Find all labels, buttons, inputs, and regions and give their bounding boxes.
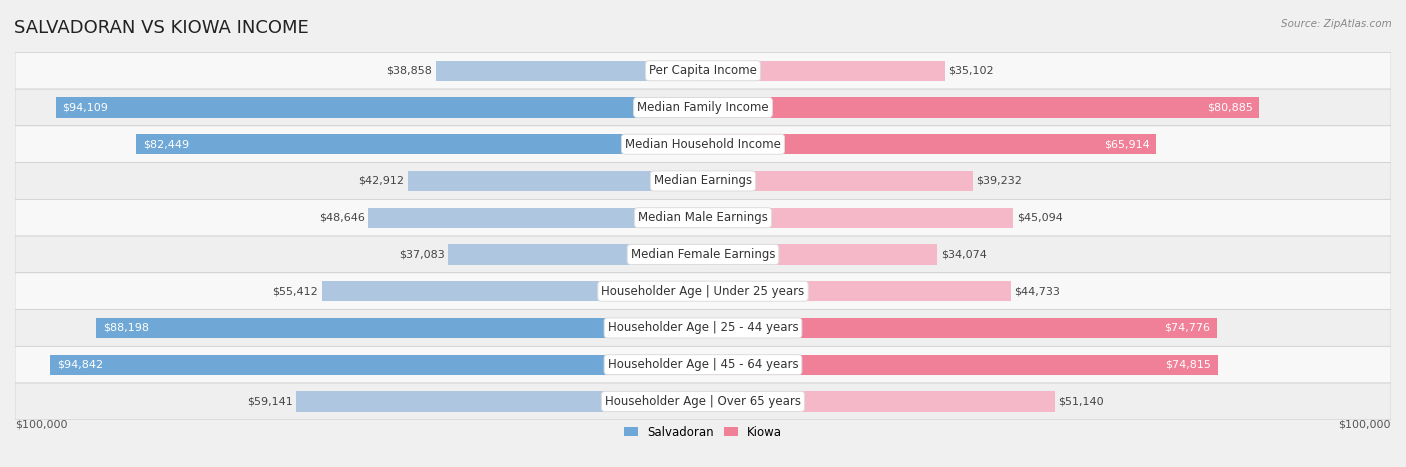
Text: $51,140: $51,140 <box>1059 396 1104 406</box>
Bar <box>703 98 1260 118</box>
Text: $100,000: $100,000 <box>1339 420 1391 430</box>
Text: $44,733: $44,733 <box>1014 286 1060 296</box>
Bar <box>51 354 703 375</box>
Bar <box>55 98 703 118</box>
Text: Per Capita Income: Per Capita Income <box>650 64 756 77</box>
Text: $65,914: $65,914 <box>1104 139 1150 149</box>
Bar <box>703 208 1014 228</box>
Bar <box>436 61 703 81</box>
FancyBboxPatch shape <box>15 310 1391 347</box>
Text: $34,074: $34,074 <box>941 249 987 260</box>
Text: Source: ZipAtlas.com: Source: ZipAtlas.com <box>1281 19 1392 28</box>
Text: $94,109: $94,109 <box>62 102 108 113</box>
Text: Median Family Income: Median Family Income <box>637 101 769 114</box>
FancyBboxPatch shape <box>15 347 1391 383</box>
Bar <box>703 318 1218 338</box>
Text: $37,083: $37,083 <box>399 249 444 260</box>
Text: $39,232: $39,232 <box>976 176 1022 186</box>
Text: SALVADORAN VS KIOWA INCOME: SALVADORAN VS KIOWA INCOME <box>14 19 309 37</box>
Bar <box>297 391 703 411</box>
Text: Median Household Income: Median Household Income <box>626 138 780 151</box>
Text: $48,646: $48,646 <box>319 212 366 223</box>
Text: $74,776: $74,776 <box>1164 323 1211 333</box>
Bar <box>703 354 1218 375</box>
Text: Median Male Earnings: Median Male Earnings <box>638 211 768 224</box>
Text: $45,094: $45,094 <box>1017 212 1063 223</box>
Text: $88,198: $88,198 <box>103 323 149 333</box>
Text: $80,885: $80,885 <box>1206 102 1253 113</box>
Text: Householder Age | 45 - 64 years: Householder Age | 45 - 64 years <box>607 358 799 371</box>
Text: $100,000: $100,000 <box>15 420 67 430</box>
FancyBboxPatch shape <box>15 126 1391 163</box>
Text: $42,912: $42,912 <box>359 176 405 186</box>
Text: Median Female Earnings: Median Female Earnings <box>631 248 775 261</box>
FancyBboxPatch shape <box>15 273 1391 310</box>
Bar <box>703 171 973 191</box>
Bar <box>703 281 1011 301</box>
FancyBboxPatch shape <box>15 236 1391 273</box>
Text: $94,842: $94,842 <box>58 360 104 370</box>
Bar <box>96 318 703 338</box>
Text: $55,412: $55,412 <box>273 286 318 296</box>
Bar <box>703 244 938 264</box>
Bar <box>408 171 703 191</box>
Text: Median Earnings: Median Earnings <box>654 175 752 187</box>
Text: $35,102: $35,102 <box>948 66 994 76</box>
Bar <box>322 281 703 301</box>
Text: Householder Age | 25 - 44 years: Householder Age | 25 - 44 years <box>607 321 799 334</box>
Text: $74,815: $74,815 <box>1166 360 1211 370</box>
Text: Householder Age | Over 65 years: Householder Age | Over 65 years <box>605 395 801 408</box>
FancyBboxPatch shape <box>15 89 1391 126</box>
FancyBboxPatch shape <box>15 52 1391 89</box>
Bar <box>368 208 703 228</box>
FancyBboxPatch shape <box>15 199 1391 236</box>
Bar <box>449 244 703 264</box>
Bar <box>703 134 1157 154</box>
FancyBboxPatch shape <box>15 383 1391 420</box>
Bar <box>703 61 945 81</box>
Text: $59,141: $59,141 <box>247 396 292 406</box>
FancyBboxPatch shape <box>15 163 1391 199</box>
Legend: Salvadoran, Kiowa: Salvadoran, Kiowa <box>619 421 787 443</box>
Text: $82,449: $82,449 <box>142 139 188 149</box>
Text: $38,858: $38,858 <box>387 66 432 76</box>
Bar <box>703 391 1054 411</box>
Text: Householder Age | Under 25 years: Householder Age | Under 25 years <box>602 285 804 297</box>
Bar <box>136 134 703 154</box>
